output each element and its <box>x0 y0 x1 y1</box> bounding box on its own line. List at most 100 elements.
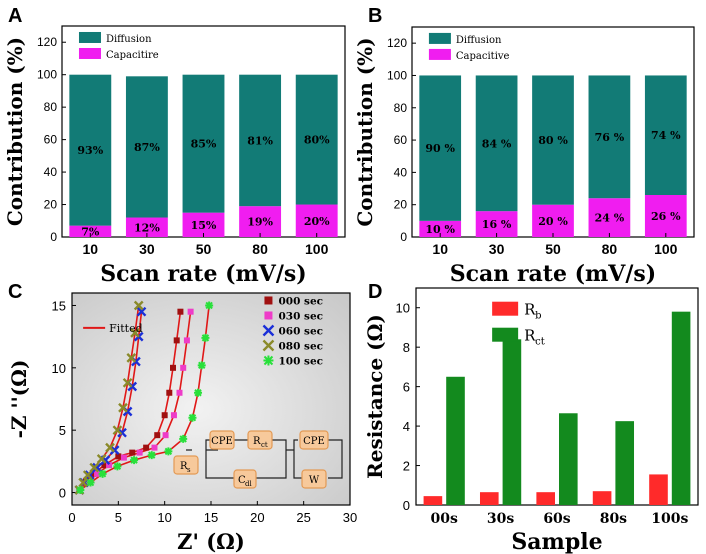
bar-diffusion <box>125 76 168 218</box>
data-point <box>98 469 107 478</box>
legend-swatch <box>492 327 519 342</box>
legend-marker <box>264 311 273 320</box>
legend-marker <box>264 296 273 305</box>
plot-frame <box>415 287 699 506</box>
x-axis-title: Z' (Ω) <box>177 529 245 554</box>
data-point <box>136 449 143 456</box>
data-point <box>170 412 177 419</box>
data-point <box>154 432 161 439</box>
panel-c-chart: 0 5 10 15 20 25 30 0 5 10 15 Fitted 000 sec 030 sec 06… <box>7 292 357 554</box>
data-label-capacitive: 20 % <box>538 215 568 228</box>
data-label-capacitive: 19% <box>247 216 273 229</box>
data-label-capacitive: 12% <box>134 221 160 234</box>
data-point <box>162 432 169 439</box>
data-label-diffusion: 74 % <box>651 129 681 142</box>
data-point <box>115 453 122 460</box>
circuit-label-rct-sub: ct <box>261 441 268 449</box>
y-tick-label: 0 <box>403 498 410 513</box>
circuit-wire <box>232 439 290 479</box>
legend-label-series: 000 sec <box>278 295 323 307</box>
circuit-label-cdl-sub: dl <box>245 480 252 488</box>
y-tick-label: 0 <box>59 486 66 501</box>
panel-b-chart: 0 20 40 60 80 100 120 10 % 90 % 10 16 % 84 % 30 20 % 8… <box>353 26 695 287</box>
y-tick-label: 10 <box>396 301 410 316</box>
data-point <box>147 451 156 460</box>
y-tick-label: 40 <box>394 165 408 179</box>
data-label-capacitive: 16 % <box>482 218 512 231</box>
circuit-element-cpe <box>209 430 235 450</box>
legend-label-series: 100 sec <box>278 355 323 367</box>
x-tick-label: 0 <box>68 510 75 525</box>
panel-d-chart: 0 2 4 6 8 10 00s 30s 60s 80s 100s R bR ct Sample Resist… <box>363 287 699 554</box>
data-point <box>92 462 102 473</box>
data-point <box>179 434 188 443</box>
panel-label-c: C <box>8 281 22 303</box>
y-tick-label: 10 <box>52 361 66 376</box>
y-tick-label: 2 <box>403 459 410 474</box>
legend-swatch-diffusion <box>428 32 451 44</box>
legend-swatch-diffusion <box>78 31 101 43</box>
bar-diffusion <box>588 75 631 199</box>
bar-diffusion <box>239 74 282 207</box>
data-point <box>113 462 122 471</box>
bar-diffusion <box>644 75 687 195</box>
data-point <box>86 478 95 487</box>
data-point <box>166 389 173 396</box>
circuit-wire <box>290 439 343 479</box>
legend-label-diffusion: Diffusion <box>456 35 502 46</box>
data-point <box>118 402 128 413</box>
y-tick-label: 80 <box>394 101 408 115</box>
y-tick-label: 100 <box>387 68 407 82</box>
y-axis-title: Contribution (%) <box>353 37 377 226</box>
x-tick-label: 80s <box>600 511 627 527</box>
bar-rb <box>479 492 499 505</box>
y-tick-label: 100 <box>37 68 57 82</box>
panel-label-a: A <box>8 5 22 27</box>
bar-rct <box>559 413 578 505</box>
x-tick-label: 00s <box>431 511 458 527</box>
bar-diffusion <box>295 74 338 205</box>
data-label-diffusion: 80 % <box>538 134 568 147</box>
legend-label-series: 060 sec <box>278 325 323 337</box>
data-point <box>183 337 190 344</box>
x-tick-label: 25 <box>296 510 310 525</box>
data-label-diffusion: 85% <box>191 138 217 151</box>
circuit-element-cdl <box>233 469 257 489</box>
legend-label-series: 080 sec <box>278 340 323 352</box>
data-point <box>76 486 85 495</box>
legend-swatch-capacitive <box>428 48 451 60</box>
bar-capacitive <box>532 204 574 237</box>
x-axis-title: Sample <box>511 529 602 554</box>
y-tick-label: 80 <box>44 100 58 114</box>
bar-rct <box>671 311 691 505</box>
legend-swatch-capacitive <box>78 47 101 59</box>
data-point <box>176 389 183 396</box>
bar-capacitive <box>644 195 687 237</box>
data-label-capacitive: 24 % <box>595 212 625 225</box>
data-point <box>129 449 136 456</box>
bar-capacitive <box>588 198 631 237</box>
legend-marker <box>262 339 275 352</box>
circuit-label-rct: R <box>253 436 261 447</box>
circuit-element-rct <box>247 430 273 450</box>
data-point <box>187 308 194 315</box>
x-tick-label: 60s <box>543 511 570 527</box>
legend-label-fitted: Fitted <box>109 322 143 335</box>
legend-label: R <box>524 301 536 319</box>
panel-label-d: D <box>368 281 382 303</box>
data-point <box>173 337 180 344</box>
data-point <box>143 444 150 451</box>
data-point <box>90 470 97 477</box>
legend-label-diffusion: Diffusion <box>106 34 152 45</box>
legend-label-sub: b <box>535 311 541 322</box>
data-point <box>164 447 173 456</box>
y-tick-label: 60 <box>394 133 408 147</box>
data-point <box>197 361 206 370</box>
y-axis-title: -Z ''(Ω) <box>7 360 31 439</box>
circuit-label-rs-sub: s <box>187 466 191 474</box>
y-tick-label: 15 <box>52 298 66 313</box>
x-tick-label: 10 <box>83 241 99 257</box>
x-tick-label: 80 <box>602 241 618 257</box>
data-label-capacitive: 20% <box>304 215 330 228</box>
